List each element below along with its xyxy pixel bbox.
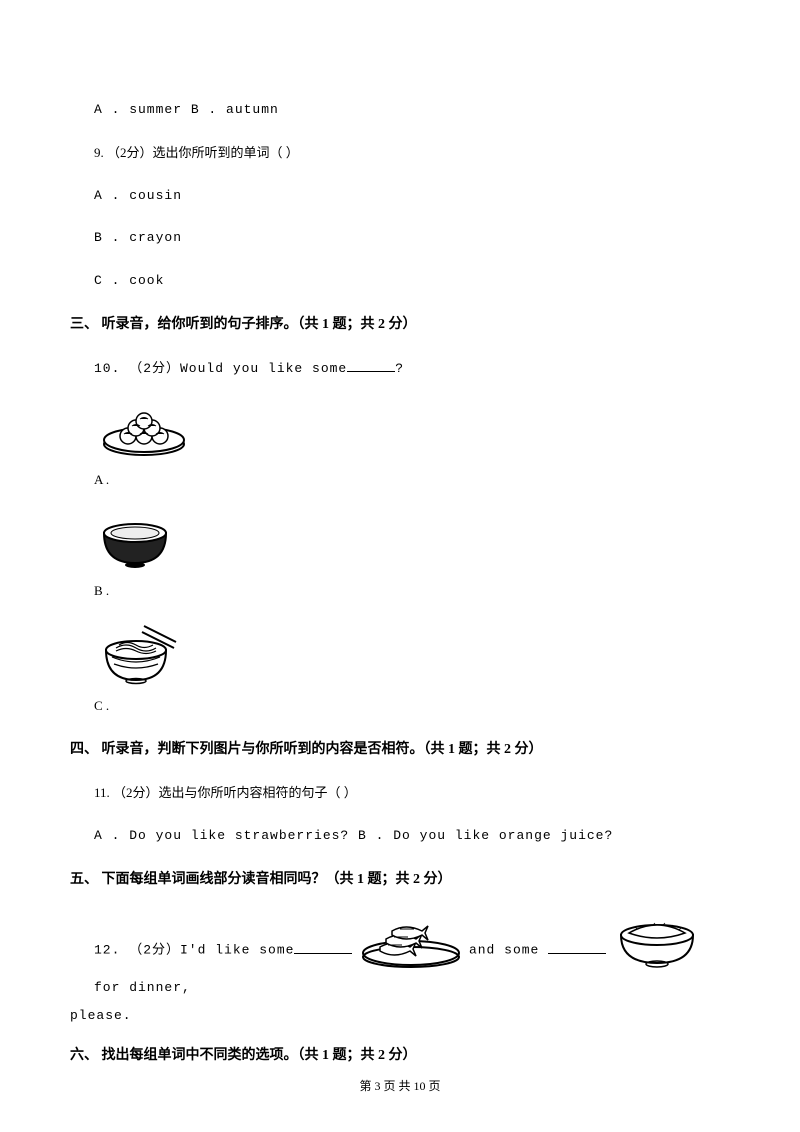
q8-options: A . summer B . autumn	[70, 100, 730, 121]
q11-options: A . Do you like strawberries? B . Do you…	[70, 826, 730, 847]
q9-option-b: B . crayon	[70, 228, 730, 249]
q12-line1: 12. （2分）I'd like some and some	[70, 913, 730, 1006]
q9-option-c: C . cook	[70, 271, 730, 292]
q10-option-a-row	[70, 402, 730, 460]
q12-pre: 12. （2分）I'd like some	[94, 943, 294, 958]
q11-stem: 11. （2分）选出与你所听内容相符的句子（ ）	[70, 783, 730, 804]
q9-option-a: A . cousin	[70, 186, 730, 207]
q12-blank-2[interactable]	[548, 942, 606, 954]
dumplings-plate-icon	[94, 402, 194, 460]
fish-plate-icon	[356, 913, 466, 969]
q12-post: for dinner,	[94, 980, 191, 995]
q10-option-c-row	[70, 624, 730, 686]
page-footer: 第 3 页 共 10 页	[0, 1077, 800, 1096]
q10-option-b-label: B .	[70, 581, 730, 602]
q10-blank[interactable]	[347, 360, 395, 372]
q10-option-c-label: C .	[70, 696, 730, 717]
q10-option-a-label: A .	[70, 470, 730, 491]
q10-stem-post: ?	[395, 361, 404, 376]
rice-bowl-icon	[94, 513, 176, 571]
rice-bowl-2-icon	[609, 913, 705, 969]
q10-stem: 10. （2分）Would you like some?	[70, 358, 730, 380]
q12-blank-1[interactable]	[294, 942, 352, 954]
section-5-header: 五、 下面每组单词画线部分读音相同吗？（共 1 题；共 2 分）	[70, 869, 730, 891]
noodle-bowl-icon	[94, 624, 184, 686]
section-6-header: 六、 找出每组单词中不同类的选项。（共 1 题；共 2 分）	[70, 1045, 730, 1067]
q12-line2: please.	[70, 1006, 730, 1027]
section-3-header: 三、 听录音，给你听到的句子排序。（共 1 题；共 2 分）	[70, 314, 730, 336]
q9-stem: 9. （2分）选出你所听到的单词（ ）	[70, 143, 730, 164]
q10-stem-pre: 10. （2分）Would you like some	[94, 361, 347, 376]
q12-mid: and some	[469, 943, 548, 958]
q10-option-b-row	[70, 513, 730, 571]
section-4-header: 四、 听录音，判断下列图片与你所听到的内容是否相符。（共 1 题；共 2 分）	[70, 739, 730, 761]
